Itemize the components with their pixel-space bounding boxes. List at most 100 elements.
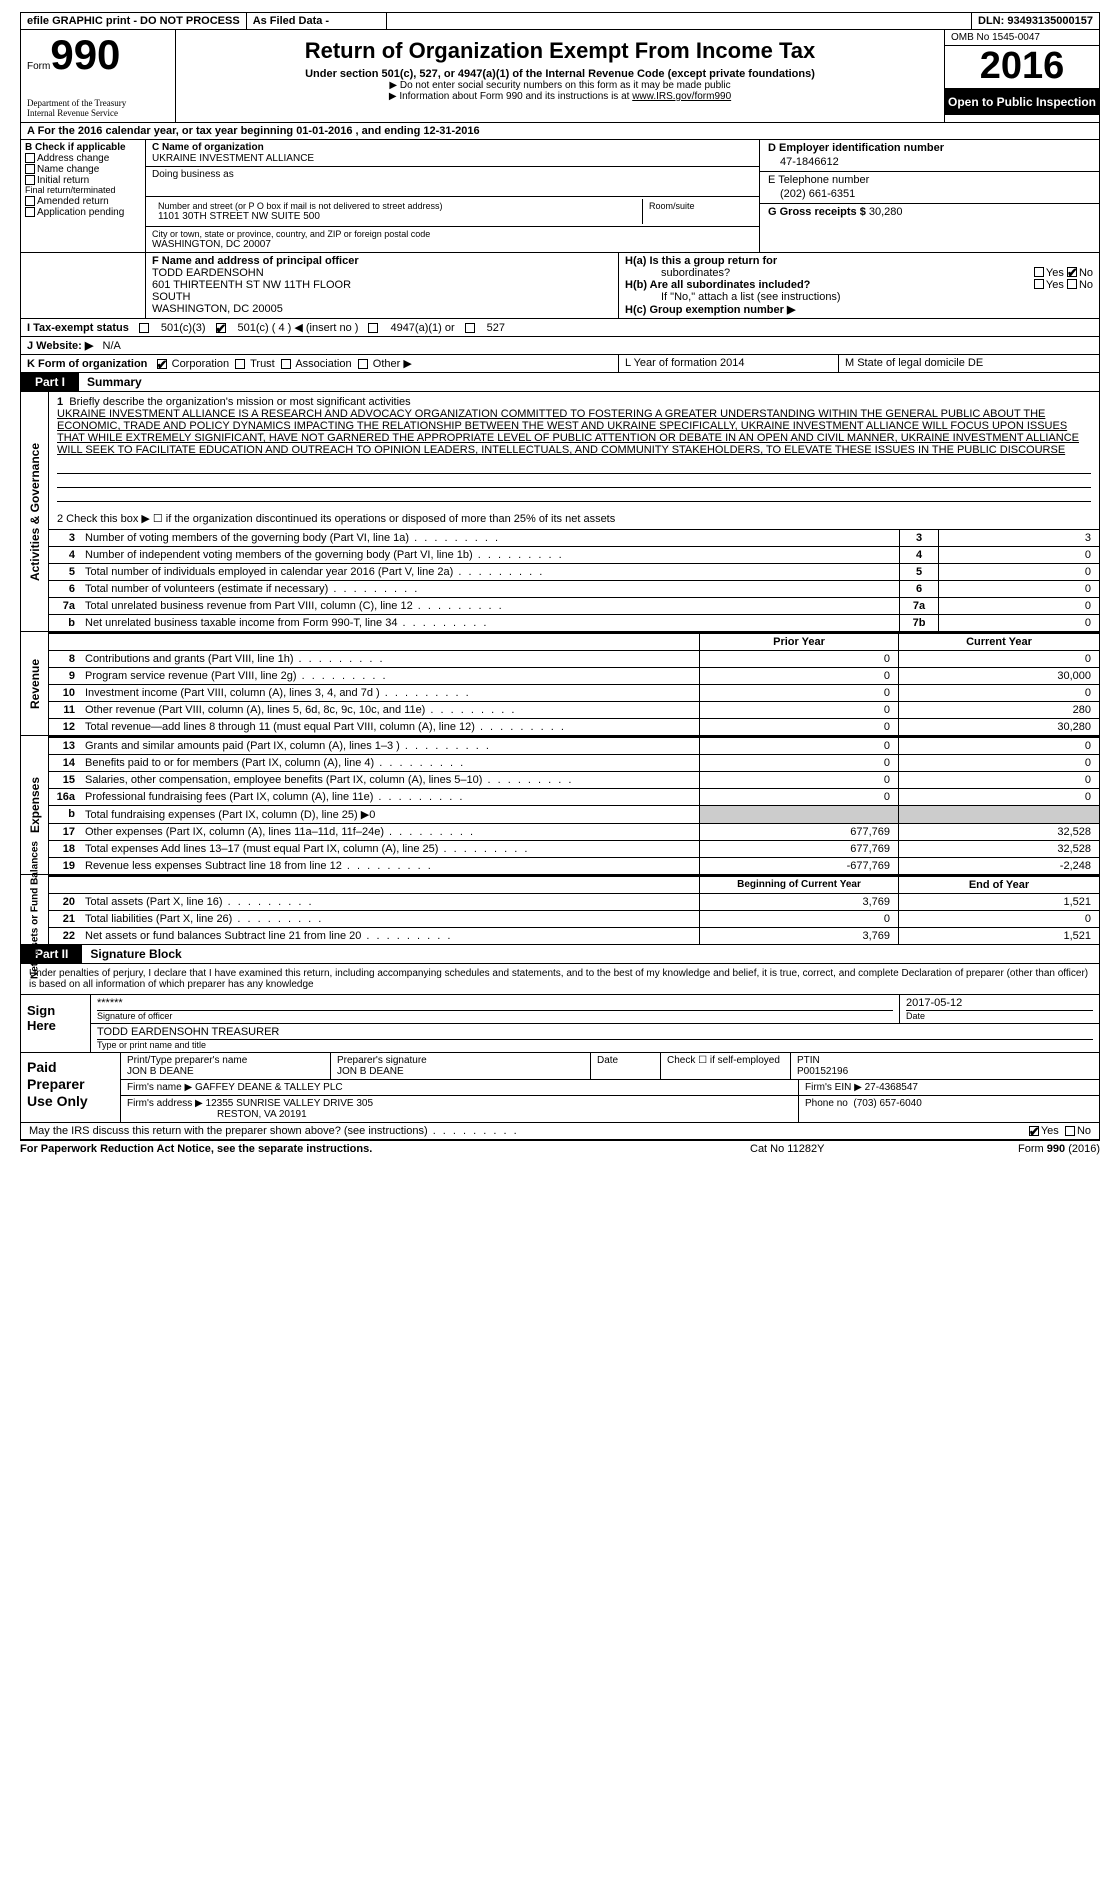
chk-amended[interactable] (25, 196, 35, 206)
chk-501c[interactable] (216, 323, 226, 333)
form-title: Return of Organization Exempt From Incom… (186, 38, 934, 64)
page-footer: For Paperwork Reduction Act Notice, see … (20, 1140, 1100, 1155)
vtab-netassets: Net Assets or Fund Balances (29, 840, 40, 978)
identity-block: B Check if applicable Address change Nam… (20, 140, 1100, 253)
officer-name: TODD EARDENSOHN (152, 267, 612, 279)
chk-4947[interactable] (368, 323, 378, 333)
firm-name: GAFFEY DEANE & TALLEY PLC (195, 1082, 343, 1093)
gov-row: bNet unrelated business taxable income f… (49, 614, 1099, 631)
lbl-street: Number and street (or P O box if mail is… (158, 201, 636, 211)
chk-other[interactable] (358, 359, 368, 369)
form-number: 990 (50, 31, 120, 78)
top-bar: efile GRAPHIC print - DO NOT PROCESS As … (20, 12, 1100, 30)
vtab-governance: Activities & Governance (28, 442, 42, 580)
form-label: Form (27, 61, 50, 72)
officer-group-block: F Name and address of principal officer … (20, 253, 1100, 319)
revenue-row: 8Contributions and grants (Part VIII, li… (49, 650, 1099, 667)
lbl-ein: D Employer identification number (768, 142, 1091, 154)
revenue-row: 9Program service revenue (Part VIII, lin… (49, 667, 1099, 684)
chk-address-change[interactable] (25, 153, 35, 163)
note-info: ▶ Information about Form 990 and its ins… (186, 91, 934, 102)
col-b-checkboxes: B Check if applicable Address change Nam… (21, 140, 146, 252)
gross-receipts: 30,280 (869, 206, 903, 218)
netassets-row: 20Total assets (Part X, line 16)3,7691,5… (49, 893, 1099, 910)
part2-header: Part II Signature Block (20, 945, 1100, 964)
chk-ha-yes[interactable] (1034, 267, 1044, 277)
irs-link[interactable]: www.IRS.gov/form990 (632, 91, 731, 102)
sign-date: 2017-05-12 (906, 997, 1093, 1011)
firm-phone: (703) 657-6040 (853, 1098, 921, 1109)
netassets-row: 22Net assets or fund balances Subtract l… (49, 927, 1099, 944)
gov-row: 5Total number of individuals employed in… (49, 563, 1099, 580)
form-subtitle: Under section 501(c), 527, or 4947(a)(1)… (186, 68, 934, 80)
lbl-dba: Doing business as (152, 169, 753, 180)
gov-row: 6Total number of volunteers (estimate if… (49, 580, 1099, 597)
expense-row: bTotal fundraising expenses (Part IX, co… (49, 805, 1099, 823)
form-header: Form990 Department of the Treasury Inter… (20, 30, 1100, 123)
open-inspection: Open to Public Inspection (945, 89, 1099, 115)
signature-intro: Under penalties of perjury, I declare th… (20, 964, 1100, 995)
chk-corp[interactable] (157, 359, 167, 369)
chk-discuss-yes[interactable] (1029, 1126, 1039, 1136)
chk-hb-no[interactable] (1067, 279, 1077, 289)
chk-527[interactable] (465, 323, 475, 333)
expense-row: 17Other expenses (Part IX, column (A), l… (49, 823, 1099, 840)
row-a-taxyear: A For the 2016 calendar year, or tax yea… (20, 123, 1100, 140)
dln-label: DLN: 93493135000157 (972, 13, 1099, 29)
preparer-signature: JON B DEANE (337, 1066, 584, 1077)
vtab-expenses: Expenses (28, 777, 42, 833)
revenue-row: 11Other revenue (Part VIII, column (A), … (49, 701, 1099, 718)
chk-app-pending[interactable] (25, 207, 35, 217)
ptin: P00152196 (797, 1066, 1093, 1077)
lbl-phone: E Telephone number (768, 174, 1091, 186)
expense-row: 15Salaries, other compensation, employee… (49, 771, 1099, 788)
chk-initial-return[interactable] (25, 175, 35, 185)
org-name: UKRAINE INVESTMENT ALLIANCE (152, 153, 753, 164)
section-revenue: Revenue Prior Year Current Year 8Contrib… (20, 632, 1100, 736)
sign-here-block: Sign Here ****** Signature of officer 20… (20, 995, 1100, 1053)
revenue-row: 10Investment income (Part VIII, column (… (49, 684, 1099, 701)
phone-value: (202) 661-6351 (768, 188, 1091, 200)
chk-assoc[interactable] (281, 359, 291, 369)
col-headers-rev: Prior Year Current Year (49, 632, 1099, 650)
chk-ha-no[interactable] (1067, 267, 1077, 277)
paid-preparer-block: Paid Preparer Use Only Print/Type prepar… (20, 1053, 1100, 1123)
omb-number: OMB No 1545-0047 (945, 30, 1099, 46)
dept-line1: Department of the Treasury (27, 98, 169, 108)
dept-line2: Internal Revenue Service (27, 108, 169, 118)
city-state-zip: WASHINGTON, DC 20007 (152, 239, 753, 250)
preparer-name: JON B DEANE (127, 1066, 324, 1077)
section-governance: Activities & Governance 1 Briefly descri… (20, 392, 1100, 632)
officer-printed-name: TODD EARDENSOHN TREASURER (97, 1026, 1093, 1040)
lbl-room: Room/suite (649, 201, 747, 211)
chk-discuss-no[interactable] (1065, 1126, 1075, 1136)
chk-trust[interactable] (235, 359, 245, 369)
firm-ein: 27-4368547 (865, 1082, 918, 1093)
part1-header: Part I Summary (20, 373, 1100, 392)
state-domicile: M State of legal domicile DE (839, 355, 1099, 372)
expense-row: 18Total expenses Add lines 13–17 (must e… (49, 840, 1099, 857)
expense-row: 19Revenue less expenses Subtract line 18… (49, 857, 1099, 874)
netassets-row: 21Total liabilities (Part X, line 26)00 (49, 910, 1099, 927)
line-2-discontinue: 2 Check this box ▶ ☐ if the organization… (49, 508, 1099, 529)
chk-501c3[interactable] (139, 323, 149, 333)
row-j-website: J Website: ▶ N/A (20, 337, 1100, 355)
chk-hb-yes[interactable] (1034, 279, 1044, 289)
lbl-city: City or town, state or province, country… (152, 229, 753, 239)
officer-signature: ****** (97, 997, 893, 1011)
chk-name-change[interactable] (25, 164, 35, 174)
revenue-row: 12Total revenue—add lines 8 through 11 (… (49, 718, 1099, 735)
mission-text: UKRAINE INVESTMENT ALLIANCE IS A RESEARC… (57, 408, 1079, 456)
col-headers-net: Beginning of Current Year End of Year (49, 875, 1099, 893)
row-k-org-form: K Form of organization Corporation Trust… (20, 355, 1100, 373)
row-i-tax-status: I Tax-exempt status 501(c)(3) 501(c) ( 4… (20, 319, 1100, 337)
gov-row: 7aTotal unrelated business revenue from … (49, 597, 1099, 614)
efile-label: efile GRAPHIC print - DO NOT PROCESS (21, 13, 247, 29)
street-address: 1101 30TH STREET NW SUITE 500 (158, 211, 636, 222)
asfiled-label: As Filed Data - (247, 13, 387, 29)
tax-year: 2016 (945, 46, 1099, 89)
gov-row: 4Number of independent voting members of… (49, 546, 1099, 563)
note-ssn: ▶ Do not enter social security numbers o… (186, 80, 934, 91)
vtab-revenue: Revenue (28, 658, 42, 708)
gov-row: 3Number of voting members of the governi… (49, 529, 1099, 546)
